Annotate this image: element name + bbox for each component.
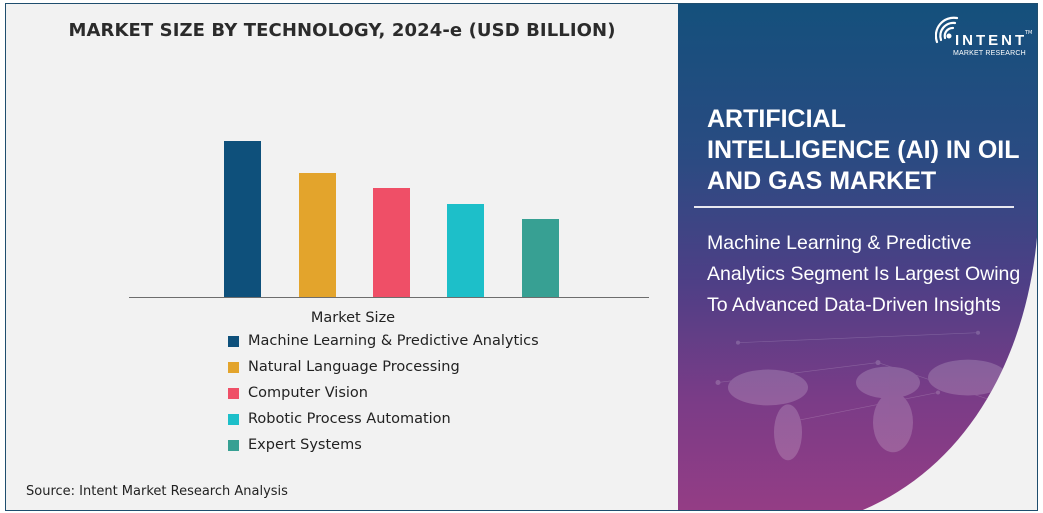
brand-logo: INTENT TM MARKET RESEARCH bbox=[933, 14, 1033, 62]
chart-title: MARKET SIZE BY TECHNOLOGY, 2024-e (USD B… bbox=[68, 20, 616, 41]
signal-waves-icon bbox=[935, 16, 965, 46]
infographic-frame: MARKET SIZE BY TECHNOLOGY, 2024-e (USD B… bbox=[5, 3, 1038, 511]
world-network-map-icon bbox=[678, 4, 1038, 510]
key-insight: Machine Learning & Predictive Analytics … bbox=[707, 232, 1021, 316]
legend-label: Expert Systems bbox=[248, 437, 362, 453]
legend-label: Computer Vision bbox=[248, 385, 368, 401]
report-title: ARTIFICIAL INTELLIGENCE (AI) IN OIL AND … bbox=[707, 105, 1020, 195]
legend-item: Computer Vision bbox=[228, 380, 568, 406]
bar-expert-systems bbox=[522, 219, 559, 297]
brand-name: INTENT bbox=[955, 32, 1028, 49]
legend-swatch-icon bbox=[228, 439, 239, 451]
brand-tagline: MARKET RESEARCH bbox=[953, 50, 1026, 57]
x-axis-line bbox=[129, 296, 649, 298]
title-panel: INTENT TM MARKET RESEARCH ARTIFICIAL INT… bbox=[678, 4, 1038, 510]
legend: Market Size Machine Learning & Predictiv… bbox=[228, 310, 568, 458]
bar-nlp bbox=[299, 173, 336, 297]
legend-title: Market Size bbox=[310, 310, 396, 326]
bar-computer-vision bbox=[373, 188, 410, 297]
legend-label: Natural Language Processing bbox=[248, 359, 460, 375]
legend-item: Expert Systems bbox=[228, 432, 568, 458]
legend-item: Natural Language Processing bbox=[228, 354, 568, 380]
legend-swatch-icon bbox=[228, 335, 239, 347]
trademark: TM bbox=[1025, 30, 1033, 36]
divider bbox=[694, 206, 1014, 208]
legend-swatch-icon bbox=[228, 413, 239, 425]
legend-label: Robotic Process Automation bbox=[248, 411, 451, 427]
legend-swatch-icon bbox=[228, 387, 239, 399]
legend-label: Machine Learning & Predictive Analytics bbox=[248, 333, 539, 349]
chart-panel: MARKET SIZE BY TECHNOLOGY, 2024-e (USD B… bbox=[6, 4, 678, 510]
legend-item: Robotic Process Automation bbox=[228, 406, 568, 432]
legend-item: Machine Learning & Predictive Analytics bbox=[228, 328, 568, 354]
source-note: Source: Intent Market Research Analysis bbox=[26, 484, 288, 499]
bar-machine-learning bbox=[224, 141, 261, 297]
legend-swatch-icon bbox=[228, 361, 239, 373]
bar-plot bbox=[129, 124, 649, 298]
bar-rpa bbox=[447, 204, 484, 297]
